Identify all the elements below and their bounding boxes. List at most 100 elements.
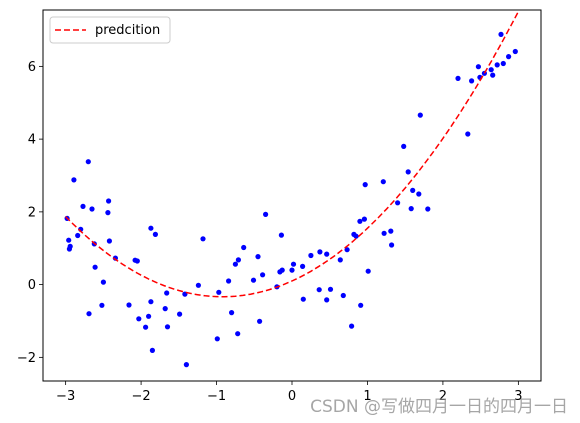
scatter-point bbox=[475, 64, 481, 70]
x-tick-label: 0 bbox=[288, 389, 296, 404]
scatter-point bbox=[260, 272, 266, 278]
scatter-point bbox=[327, 286, 334, 292]
scatter-point bbox=[324, 251, 330, 257]
scatter-point bbox=[164, 290, 170, 296]
y-tick-label: 4 bbox=[28, 133, 36, 148]
scatter-point bbox=[183, 362, 189, 368]
scatter-point bbox=[490, 72, 496, 78]
scatter-point bbox=[164, 324, 171, 330]
scatter-point bbox=[136, 316, 142, 322]
y-tick-label: 0 bbox=[28, 278, 36, 293]
scatter-point bbox=[149, 347, 155, 353]
y-tick-label: 6 bbox=[28, 60, 36, 75]
scatter-point bbox=[86, 311, 92, 317]
scatter-point bbox=[226, 278, 232, 284]
x-tick-label: 2 bbox=[439, 389, 447, 404]
scatter-point bbox=[263, 211, 269, 217]
x-tick-label: 1 bbox=[363, 389, 371, 404]
scatter-point bbox=[344, 247, 350, 253]
scatter-point bbox=[255, 254, 261, 260]
scatter-point bbox=[380, 179, 386, 185]
scatter-point bbox=[353, 233, 359, 239]
scatter-point bbox=[365, 268, 371, 274]
y-tick-label: −2 bbox=[17, 351, 36, 366]
scatter-point bbox=[80, 203, 86, 209]
scatter-point bbox=[106, 198, 112, 204]
scatter-point bbox=[146, 313, 152, 319]
scatter-point bbox=[389, 242, 395, 248]
scatter-point bbox=[75, 232, 81, 239]
scatter-point bbox=[278, 232, 284, 238]
x-tick-label: 3 bbox=[514, 389, 522, 404]
scatter-point bbox=[300, 263, 306, 269]
plot-area bbox=[43, 10, 541, 381]
scatter-point bbox=[395, 200, 401, 206]
legend-label: predcition bbox=[95, 23, 160, 38]
scatter-point bbox=[143, 324, 149, 330]
scatter-point bbox=[279, 267, 285, 273]
scatter-point bbox=[232, 261, 238, 267]
scatter-point bbox=[289, 267, 295, 273]
legend-box bbox=[49, 16, 171, 44]
scatter-point bbox=[148, 225, 154, 231]
legend: predcition bbox=[49, 16, 171, 44]
scatter-point bbox=[152, 231, 158, 237]
scatter-point bbox=[200, 236, 206, 242]
scatter-point bbox=[506, 54, 512, 60]
scatter-point bbox=[195, 282, 201, 288]
y-axis: −2 0 2 4 6 bbox=[17, 60, 43, 366]
scatter-point bbox=[134, 258, 140, 264]
scatter-point bbox=[494, 62, 500, 68]
scatter-point bbox=[408, 206, 414, 212]
scatter-point bbox=[512, 48, 518, 55]
scatter-point bbox=[324, 297, 330, 303]
scatter-point bbox=[67, 243, 73, 249]
scatter-point bbox=[340, 292, 346, 299]
scatter-point bbox=[250, 277, 257, 283]
scatter-point bbox=[425, 206, 431, 212]
scatter-point bbox=[316, 287, 322, 293]
scatter-point bbox=[357, 218, 363, 224]
scatter-point bbox=[92, 264, 98, 270]
scatter-point bbox=[66, 237, 72, 243]
scatter-point bbox=[401, 143, 407, 149]
scatter-point bbox=[71, 177, 77, 183]
scatter-point bbox=[216, 289, 222, 295]
scatter-point bbox=[100, 279, 106, 285]
scatter-point bbox=[89, 206, 95, 212]
scatter-point bbox=[290, 261, 297, 267]
scatter-point bbox=[106, 238, 112, 244]
x-tick-label: −3 bbox=[56, 389, 75, 404]
scatter-point bbox=[300, 296, 306, 302]
y-tick-label: 2 bbox=[28, 205, 36, 220]
scatter-point bbox=[358, 302, 364, 308]
scatter-point bbox=[241, 244, 247, 251]
scatter-point bbox=[105, 210, 111, 216]
scatter-point bbox=[381, 230, 387, 236]
scatter-point bbox=[362, 182, 368, 188]
prediction-curve bbox=[65, 11, 520, 298]
scatter-point bbox=[337, 257, 343, 263]
x-tick-label: −2 bbox=[132, 389, 151, 404]
x-tick-label: −1 bbox=[207, 389, 226, 404]
scatter-point bbox=[410, 187, 416, 193]
scatter-point bbox=[214, 336, 220, 342]
scatter-point bbox=[417, 112, 423, 118]
watermark: CSDN @写做四月一日的四月一日 bbox=[310, 397, 568, 417]
scatter-point bbox=[317, 249, 323, 255]
scatter-point bbox=[308, 252, 314, 259]
scatter-point bbox=[99, 302, 105, 308]
scatter-point bbox=[416, 191, 422, 197]
scatter-point bbox=[162, 306, 168, 312]
scatter-point bbox=[126, 302, 132, 308]
scatter-point bbox=[498, 31, 504, 37]
scatter-point bbox=[455, 75, 461, 81]
scatter-point bbox=[235, 257, 241, 263]
scatter-point bbox=[465, 131, 471, 137]
scatter-point bbox=[388, 228, 394, 234]
scatter-points bbox=[64, 31, 518, 368]
scatter-point bbox=[148, 299, 154, 305]
scatter-point bbox=[349, 323, 355, 329]
scatter-point bbox=[500, 60, 506, 67]
